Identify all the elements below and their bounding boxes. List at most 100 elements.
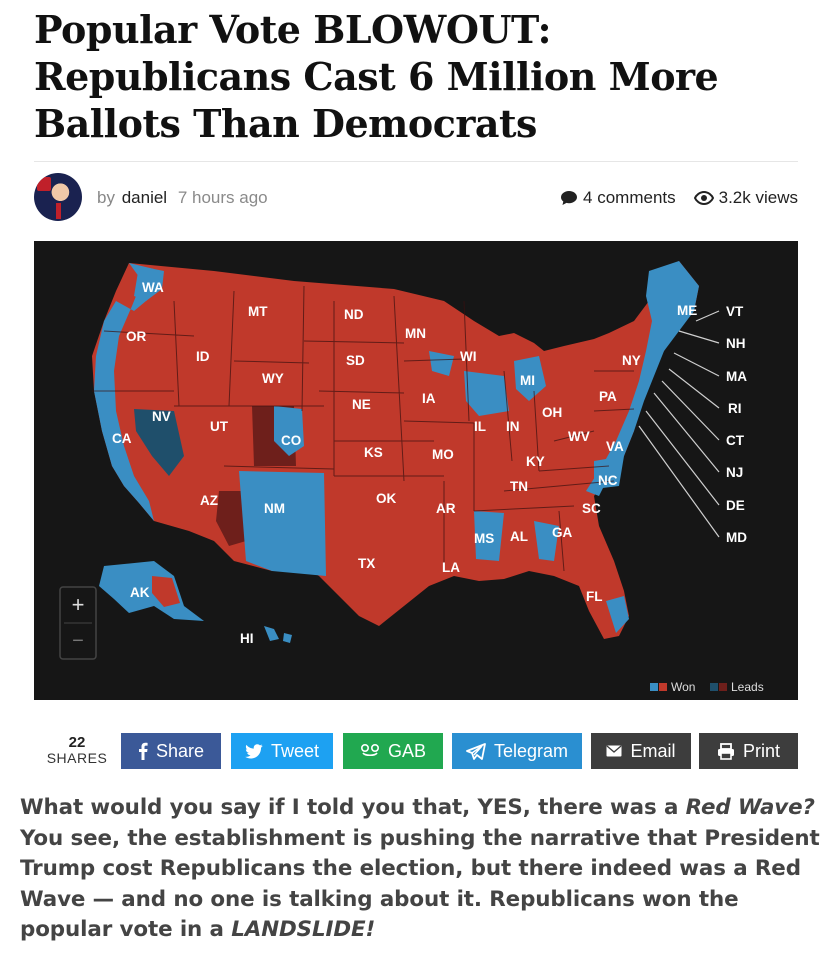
article-meta: by daniel 7 hours ago 4 comments 3.2k vi… [34, 172, 798, 222]
label-de: DE [726, 498, 745, 513]
label-tx: TX [358, 556, 375, 571]
byline: by daniel 7 hours ago [97, 188, 268, 208]
label-tn: TN [510, 479, 528, 494]
author-avatar[interactable] [34, 173, 82, 221]
election-map[interactable]: WA OR CA NV ID MT WY UT AZ CO NM ND SD N… [34, 241, 798, 700]
seattle-blue [134, 266, 164, 301]
article-lead-paragraph: What would you say if I told you that, Y… [20, 793, 820, 946]
label-nm: NM [264, 501, 285, 516]
label-ok: OK [376, 491, 397, 506]
tie-icon [56, 203, 61, 219]
label-co: CO [281, 433, 301, 448]
eye-icon [693, 191, 714, 205]
telegram-share-button[interactable]: Telegram [452, 733, 582, 769]
label-mn: MN [405, 326, 426, 341]
label-ky: KY [526, 454, 545, 469]
gab-share-button[interactable]: GAB [343, 733, 443, 769]
east-coast-blue [586, 261, 699, 496]
zoom-controls: + − [59, 586, 97, 660]
upper-midwest-blue [429, 351, 454, 376]
comments-link[interactable]: 4 comments [560, 188, 676, 208]
label-nv: NV [152, 409, 171, 424]
comment-icon [561, 191, 578, 205]
gab-share-label: GAB [387, 740, 426, 761]
label-ms: MS [474, 531, 494, 546]
label-sc: SC [582, 501, 601, 516]
post-stats: 4 comments 3.2k views [560, 188, 798, 208]
northeast-label-group: VT NH MA RI CT NJ DE MD [726, 304, 747, 545]
label-ne: NE [352, 397, 371, 412]
label-ri: RI [728, 401, 742, 416]
views-stat: 3.2k views [693, 188, 798, 208]
print-label: Print [742, 740, 780, 761]
label-me: ME [677, 303, 697, 318]
label-ny: NY [622, 353, 641, 368]
comments-count: 4 comments [583, 188, 676, 207]
twitter-tweet-button[interactable]: Tweet [231, 733, 333, 769]
label-nh: NH [726, 336, 746, 351]
label-ct: CT [726, 433, 745, 448]
label-nd: ND [344, 307, 364, 322]
wi-mi-blue [464, 371, 509, 416]
lead-emphasis-1: Red Wave? [685, 795, 815, 820]
twitter-icon [245, 743, 263, 758]
lead-text-2: You see, the establishment is pushing th… [20, 825, 820, 943]
author-link[interactable]: daniel [121, 188, 168, 207]
legend-won-rep [659, 683, 667, 691]
ms-al-ga-blue [474, 511, 559, 561]
label-mt: MT [248, 304, 268, 319]
label-sd: SD [346, 353, 365, 368]
legend-leads-rep [719, 683, 727, 691]
views-count: 3.2k views [718, 188, 798, 207]
flag-icon [37, 177, 51, 191]
us-map-svg: WA OR CA NV ID MT WY UT AZ CO NM ND SD N… [59, 261, 764, 694]
legend-leads-label: Leads [731, 680, 764, 694]
alaska-shape [99, 561, 204, 621]
nm-blue [239, 471, 326, 576]
az-leads [216, 491, 246, 546]
legend-leads-dem [710, 683, 718, 691]
label-ut: UT [210, 419, 229, 434]
label-ak: AK [130, 585, 150, 600]
email-share-button[interactable]: Email [591, 733, 691, 769]
label-nj: NJ [726, 465, 743, 480]
label-ia: IA [422, 391, 436, 406]
co-blue [274, 406, 304, 456]
northeast-callout-lines [638, 310, 720, 538]
legend-won-dem [650, 683, 658, 691]
lead-text-1: What would you say if I told you that, Y… [20, 795, 686, 820]
label-la: LA [442, 560, 460, 575]
print-button[interactable]: Print [699, 733, 798, 769]
printer-icon [717, 742, 734, 760]
zoom-out-button[interactable]: − [72, 630, 84, 652]
telegram-share-label: Telegram [493, 740, 569, 761]
share-bar: 22 SHARES Share Tweet GAB Telegram Email… [34, 733, 798, 769]
fl-blue [606, 596, 629, 633]
post-time: 7 hours ago [177, 188, 268, 207]
label-vt: VT [726, 304, 744, 319]
label-va: VA [606, 439, 624, 454]
label-pa: PA [599, 389, 617, 404]
label-mo: MO [432, 447, 454, 462]
label-mi: MI [520, 373, 535, 388]
label-hi: HI [240, 631, 254, 646]
label-in: IN [506, 419, 520, 434]
label-id: ID [196, 349, 210, 364]
label-nc: NC [598, 473, 618, 488]
facebook-share-button[interactable]: Share [121, 733, 221, 769]
label-fl: FL [586, 589, 603, 604]
label-az: AZ [200, 493, 218, 508]
label-ca: CA [112, 431, 132, 446]
share-count-number: 22 [68, 734, 86, 751]
label-md: MD [726, 530, 747, 545]
facebook-icon [138, 742, 148, 760]
label-or: OR [126, 329, 147, 344]
twitter-tweet-label: Tweet [270, 740, 320, 761]
zoom-in-button[interactable]: + [72, 592, 85, 617]
envelope-icon [606, 745, 622, 757]
state-borders [92, 285, 635, 572]
legend-won-label: Won [671, 680, 695, 694]
nc-blue [594, 456, 624, 489]
label-ga: GA [552, 525, 573, 540]
label-ma: MA [726, 369, 747, 384]
